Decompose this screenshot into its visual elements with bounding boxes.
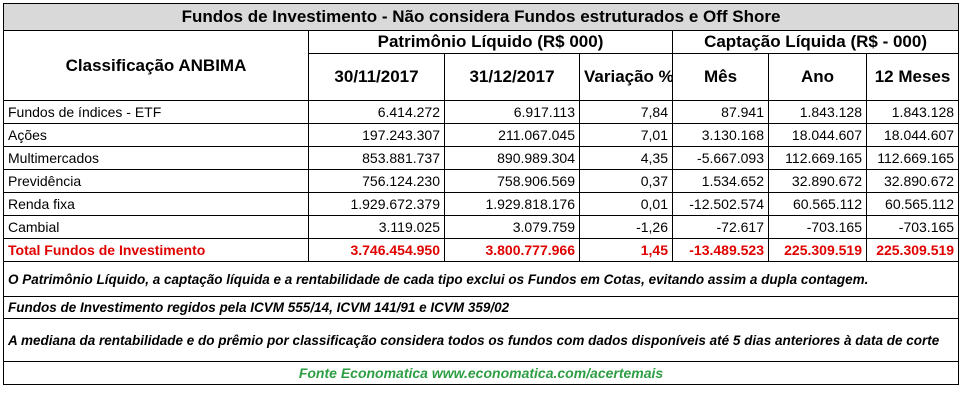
cell-variacao: 7,84 xyxy=(579,100,673,124)
cell-pl-nov: 3.119.025 xyxy=(308,215,445,239)
header-12-meses: 12 Meses xyxy=(865,53,960,101)
cell-mes: -72.617 xyxy=(672,215,769,239)
cell-variacao: -1,26 xyxy=(579,215,673,239)
cell-ano: 60.565.112 xyxy=(768,192,867,216)
funds-table: Fundos de Investimento - Não considera F… xyxy=(2,3,960,385)
total-pl-nov: 3.746.454.950 xyxy=(308,238,445,262)
cell-ano: 1.843.128 xyxy=(768,100,867,124)
header-captacao-group: Captação Líquida (R$ - 000) xyxy=(671,30,960,54)
cell-pl-nov: 1.929.672.379 xyxy=(308,192,445,216)
cell-mes: 1.534.652 xyxy=(672,169,769,193)
cell-mes: -5.667.093 xyxy=(672,146,769,170)
cell-12m: 112.669.165 xyxy=(865,146,960,170)
cell-12m: 32.890.672 xyxy=(865,169,960,193)
cell-mes: -12.502.574 xyxy=(672,192,769,216)
cell-12m: 1.843.128 xyxy=(865,100,960,124)
total-mes: -13.489.523 xyxy=(672,238,769,262)
cell-mes: 3.130.168 xyxy=(672,123,769,147)
cell-pl-nov: 6.414.272 xyxy=(308,100,445,124)
header-mes: Mês xyxy=(672,53,769,101)
row-name: Cambial xyxy=(3,215,309,239)
cell-variacao: 7,01 xyxy=(579,123,673,147)
cell-12m: -703.165 xyxy=(865,215,960,239)
cell-variacao: 0,01 xyxy=(579,192,673,216)
note-patrimonio: O Patrimônio Líquido, a captação líquida… xyxy=(2,261,960,297)
cell-pl-dec: 6.917.113 xyxy=(444,100,580,124)
row-name: Fundos de índices - ETF xyxy=(3,100,309,124)
total-12m: 225.309.519 xyxy=(865,238,960,262)
total-label: Total Fundos de Investimento xyxy=(3,238,309,262)
note-mediana: A mediana da rentabilidade e do prêmio p… xyxy=(2,318,960,362)
cell-12m: 60.565.112 xyxy=(865,192,960,216)
header-patrimonio-group: Patrimônio Líquido (R$ 000) xyxy=(308,30,673,54)
table-title: Fundos de Investimento - Não considera F… xyxy=(2,3,960,31)
total-ano: 225.309.519 xyxy=(768,238,867,262)
row-name: Ações xyxy=(3,123,309,147)
cell-pl-dec: 1.929.818.176 xyxy=(444,192,580,216)
table-row: Fundos de índices - ETF 6.414.272 6.917.… xyxy=(3,100,960,124)
cell-ano: -703.165 xyxy=(768,215,867,239)
fund-report: Fundos de Investimento - Não considera F… xyxy=(2,3,960,385)
total-pl-dec: 3.800.777.966 xyxy=(444,238,580,262)
cell-pl-nov: 756.124.230 xyxy=(308,169,445,193)
header-classificacao: Classificação ANBIMA xyxy=(3,30,309,101)
header-variacao: Variação % xyxy=(579,53,673,101)
cell-variacao: 4,35 xyxy=(579,146,673,170)
cell-pl-nov: 197.243.307 xyxy=(308,123,445,147)
cell-pl-dec: 211.067.045 xyxy=(444,123,580,147)
table-row: Multimercados 853.881.737 890.989.304 4,… xyxy=(3,146,960,170)
cell-12m: 18.044.607 xyxy=(865,123,960,147)
note-icvm: Fundos de Investimento regidos pela ICVM… xyxy=(2,296,960,319)
source-credit: Fonte Economatica www.economatica.com/ac… xyxy=(2,361,960,385)
row-name: Multimercados xyxy=(3,146,309,170)
table-row: Cambial 3.119.025 3.079.759 -1,26 -72.61… xyxy=(3,215,960,239)
cell-ano: 112.669.165 xyxy=(768,146,867,170)
row-name: Previdência xyxy=(3,169,309,193)
header-ano: Ano xyxy=(768,53,867,101)
cell-pl-dec: 758.906.569 xyxy=(444,169,580,193)
total-row: Total Fundos de Investimento 3.746.454.9… xyxy=(3,238,960,262)
cell-pl-dec: 890.989.304 xyxy=(444,146,580,170)
table-row: Ações 197.243.307 211.067.045 7,01 3.130… xyxy=(3,123,960,147)
row-name: Renda fixa xyxy=(3,192,309,216)
table-row: Previdência 756.124.230 758.906.569 0,37… xyxy=(3,169,960,193)
table-row: Renda fixa 1.929.672.379 1.929.818.176 0… xyxy=(3,192,960,216)
header-pl-dec: 31/12/2017 xyxy=(444,53,580,101)
cell-ano: 32.890.672 xyxy=(768,169,867,193)
cell-mes: 87.941 xyxy=(672,100,769,124)
total-variacao: 1,45 xyxy=(579,238,673,262)
cell-ano: 18.044.607 xyxy=(768,123,867,147)
cell-pl-nov: 853.881.737 xyxy=(308,146,445,170)
header-pl-nov: 30/11/2017 xyxy=(308,53,445,101)
cell-variacao: 0,37 xyxy=(579,169,673,193)
cell-pl-dec: 3.079.759 xyxy=(444,215,580,239)
